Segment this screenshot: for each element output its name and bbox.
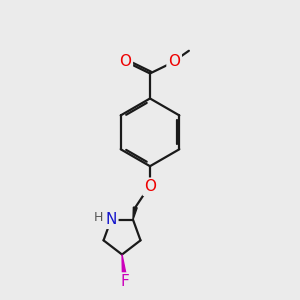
Text: O: O: [119, 54, 131, 69]
Text: O: O: [144, 179, 156, 194]
Text: H: H: [94, 211, 104, 224]
Polygon shape: [133, 207, 137, 220]
Text: O: O: [168, 54, 180, 69]
Text: F: F: [120, 274, 129, 289]
Polygon shape: [122, 254, 126, 276]
Text: N: N: [105, 212, 117, 227]
